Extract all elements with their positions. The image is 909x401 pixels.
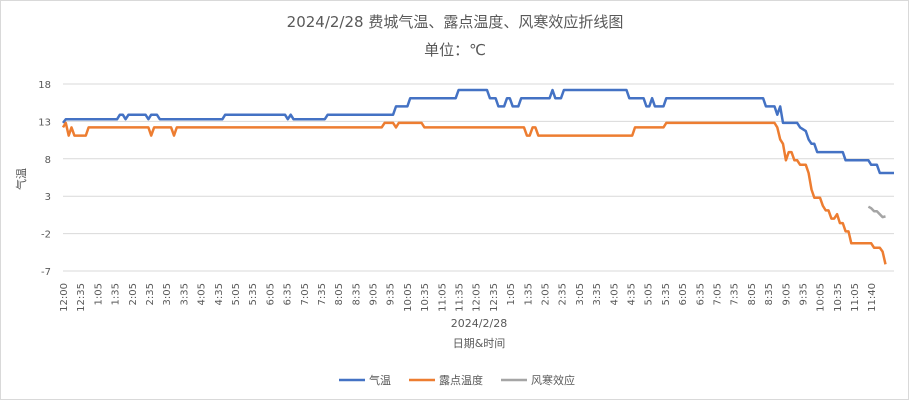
legend: 气温 露点温度 风寒效应 bbox=[339, 373, 575, 387]
chart-subtitle: 单位：℃ bbox=[424, 41, 486, 59]
x-tick-label: 6:35 bbox=[695, 283, 706, 305]
series-line-1 bbox=[61, 121, 887, 265]
series-line-2 bbox=[867, 205, 886, 219]
x-tick-label: 11:40 bbox=[867, 283, 878, 312]
x-tick-label: 12:35 bbox=[76, 283, 87, 312]
x-tick-label: 6:05 bbox=[678, 283, 689, 305]
x-tick-label: 9:05 bbox=[369, 283, 380, 305]
chart-title: 2024/2/28 费城气温、露点温度、风寒效应折线图 bbox=[287, 13, 624, 31]
x-tick-label: 3:35 bbox=[179, 283, 190, 305]
x-tick-label: 4:05 bbox=[609, 283, 620, 305]
x-tick-label: 9:05 bbox=[781, 283, 792, 305]
x-tick-label: 3:35 bbox=[592, 283, 603, 305]
x-axis-ticks: 12:00 12:35 1:05 1:35 2:05 2:35 3:05 3:35 4:05 4:… bbox=[59, 283, 878, 312]
y-axis-ticks: 18 13 8 3 -2 -7 bbox=[38, 80, 51, 278]
x-tick-label: 8:05 bbox=[747, 283, 758, 305]
x-tick-label: 2:05 bbox=[128, 283, 139, 305]
gridlines bbox=[63, 83, 894, 272]
x-tick-label: 2:05 bbox=[541, 283, 552, 305]
x-tick-label: 5:05 bbox=[644, 283, 655, 305]
x-tick-label: 1:05 bbox=[93, 283, 104, 305]
x-tick-label: 7:35 bbox=[317, 283, 328, 305]
x-tick-label: 2:35 bbox=[558, 283, 569, 305]
y-tick-label: 3 bbox=[45, 192, 51, 203]
x-tick-label: 3:05 bbox=[162, 283, 173, 305]
x-tick-label: 10:05 bbox=[403, 283, 414, 312]
x-tick-label: 11:05 bbox=[437, 283, 448, 312]
x-tick-label: 4:35 bbox=[626, 283, 637, 305]
x-tick-label: 6:05 bbox=[265, 283, 276, 305]
x-tick-label: 8:05 bbox=[334, 283, 345, 305]
x-tick-label: 10:35 bbox=[833, 283, 844, 312]
x-tick-label: 9:35 bbox=[386, 283, 397, 305]
y-tick-label: 8 bbox=[45, 155, 51, 166]
legend-label: 露点温度 bbox=[439, 373, 483, 387]
series-lines bbox=[61, 88, 894, 265]
y-tick-label: -2 bbox=[41, 230, 51, 241]
x-tick-label: 6:35 bbox=[283, 283, 294, 305]
x-tick-label: 9:35 bbox=[798, 283, 809, 305]
x-tick-label: 1:35 bbox=[523, 283, 534, 305]
legend-label: 风寒效应 bbox=[531, 373, 575, 387]
x-tick-label: 10:05 bbox=[816, 283, 827, 312]
y-tick-label: -7 bbox=[41, 267, 51, 278]
series-line-0 bbox=[62, 88, 894, 175]
x-tick-label: 5:35 bbox=[661, 283, 672, 305]
x-tick-label: 4:35 bbox=[214, 283, 225, 305]
x-tick-label: 1:35 bbox=[111, 283, 122, 305]
x-tick-label: 8:35 bbox=[351, 283, 362, 305]
x-tick-label: 1:05 bbox=[506, 283, 517, 305]
x-tick-label: 11:05 bbox=[850, 283, 861, 312]
x-tick-label: 4:05 bbox=[197, 283, 208, 305]
y-axis-title: 气温 bbox=[14, 168, 28, 190]
x-tick-label: 11:35 bbox=[455, 283, 466, 312]
x-tick-label: 12:35 bbox=[489, 283, 500, 312]
y-tick-label: 18 bbox=[38, 80, 51, 91]
legend-label: 气温 bbox=[369, 373, 391, 387]
x-tick-label: 12:00 bbox=[59, 283, 70, 312]
x-tick-label: 5:35 bbox=[248, 283, 259, 305]
x-axis-title: 日期&时间 bbox=[453, 337, 506, 350]
x-tick-label: 3:05 bbox=[575, 283, 586, 305]
x-tick-label: 2:35 bbox=[145, 283, 156, 305]
x-axis-group-label: 2024/2/28 bbox=[451, 317, 507, 330]
x-tick-label: 7:05 bbox=[712, 283, 723, 305]
x-tick-label: 10:35 bbox=[420, 283, 431, 312]
x-tick-label: 7:35 bbox=[730, 283, 741, 305]
x-tick-label: 5:05 bbox=[231, 283, 242, 305]
y-tick-label: 13 bbox=[38, 117, 51, 128]
x-tick-label: 7:05 bbox=[300, 283, 311, 305]
x-tick-label: 12:05 bbox=[472, 283, 483, 312]
x-tick-label: 8:35 bbox=[764, 283, 775, 305]
